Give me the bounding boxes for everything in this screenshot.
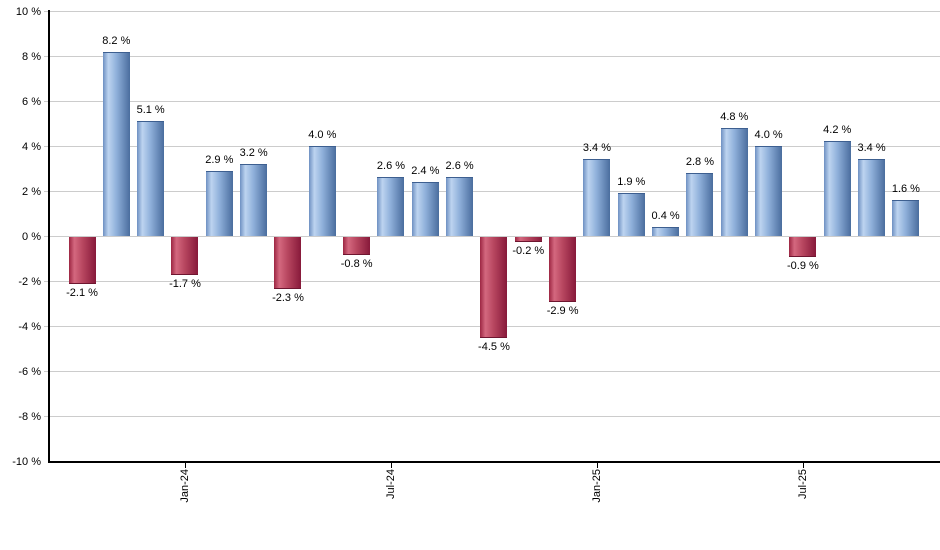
y-axis-tick-label: -2 %: [18, 276, 41, 288]
bar-positive: [618, 193, 645, 236]
bar-negative: [480, 237, 507, 338]
bar-value-label: -2.9 %: [546, 305, 579, 317]
y-axis-tick-label: -6 %: [18, 366, 41, 378]
bar-positive: [412, 182, 439, 236]
bar-negative: [789, 237, 816, 257]
bar-negative: [69, 237, 96, 284]
bar-positive: [240, 164, 267, 236]
bar-value-label: -0.8 %: [340, 258, 373, 270]
gridline: [44, 101, 940, 102]
gridline: [44, 56, 940, 57]
bar-value-label: 8.2 %: [102, 35, 131, 47]
bar-value-label: -1.7 %: [169, 278, 201, 290]
x-axis-tick-mark: [185, 463, 186, 468]
bar-positive: [892, 200, 919, 236]
y-axis-tick-label: 0 %: [22, 231, 41, 243]
y-axis-line: [48, 10, 50, 462]
bar-value-label: 2.4 %: [411, 165, 440, 177]
bar-positive: [206, 171, 233, 236]
bar-value-label: -4.5 %: [478, 341, 510, 353]
y-axis-tick-label: -8 %: [18, 411, 41, 423]
bar-positive: [309, 146, 336, 236]
bar-value-label: 2.8 %: [685, 156, 715, 168]
gridline: [44, 416, 940, 417]
bar-value-label: 4.8 %: [720, 111, 749, 123]
bar-value-label: 1.9 %: [617, 176, 646, 188]
bar-value-label: 2.6 %: [445, 160, 474, 172]
bar-negative: [274, 237, 301, 289]
x-axis-tick-label: Jul-24: [385, 469, 397, 499]
x-axis-tick-mark: [391, 463, 392, 468]
bar-value-label: 4.0 %: [754, 129, 783, 141]
bar-negative: [549, 237, 576, 302]
bar-positive: [137, 121, 164, 236]
bar-positive: [103, 52, 130, 236]
bar-value-label: 2.6 %: [376, 160, 406, 172]
bar-positive: [755, 146, 782, 236]
bar-value-label: 5.1 %: [136, 104, 165, 116]
bar-value-label: 3.4 %: [582, 142, 612, 154]
bar-positive: [721, 128, 748, 236]
bar-value-label: 1.6 %: [891, 183, 920, 195]
bar-value-label: 3.2 %: [239, 147, 268, 159]
bar-positive: [824, 141, 851, 236]
gridline: [44, 236, 940, 237]
bar-positive: [446, 177, 473, 236]
y-axis-tick-label: 4 %: [22, 141, 41, 153]
gridline: [44, 146, 940, 147]
bar-value-label: 2.9 %: [205, 154, 234, 166]
y-axis-tick-label: 8 %: [22, 51, 41, 63]
bar-positive: [686, 173, 713, 236]
gridline: [44, 371, 940, 372]
y-axis-tick-label: -4 %: [18, 321, 41, 333]
y-axis-tick-label: 2 %: [22, 186, 41, 198]
bar-negative: [515, 237, 542, 242]
bar-positive: [652, 227, 679, 236]
bar-value-label: -0.2 %: [512, 245, 545, 257]
bar-value-label: 0.4 %: [651, 210, 680, 222]
x-axis-tick-mark: [597, 463, 598, 468]
bar-positive: [583, 159, 610, 236]
gridline: [44, 191, 940, 192]
bar-value-label: -2.3 %: [272, 292, 304, 304]
bar-negative: [171, 237, 198, 275]
bar-value-label: 3.4 %: [857, 142, 886, 154]
x-axis-tick-mark: [803, 463, 804, 468]
bar-positive: [377, 177, 404, 236]
bar-value-label: -0.9 %: [787, 260, 819, 272]
x-axis-tick-label: Jul-25: [797, 469, 809, 499]
bar-negative: [343, 237, 370, 255]
x-axis-tick-label: Jan-24: [179, 469, 191, 503]
bar-value-label: -2.1 %: [66, 287, 98, 299]
x-axis-tick-label: Jan-25: [591, 469, 603, 503]
y-axis-tick-label: 6 %: [22, 96, 41, 108]
gridline: [44, 11, 940, 12]
bar-value-label: 4.2 %: [823, 124, 852, 136]
bar-value-label: 4.0 %: [308, 129, 337, 141]
x-axis-line: [48, 461, 940, 463]
y-axis-tick-label: 10 %: [15, 6, 41, 18]
bar-positive: [858, 159, 885, 236]
y-axis-tick-label: -10 %: [12, 456, 41, 468]
